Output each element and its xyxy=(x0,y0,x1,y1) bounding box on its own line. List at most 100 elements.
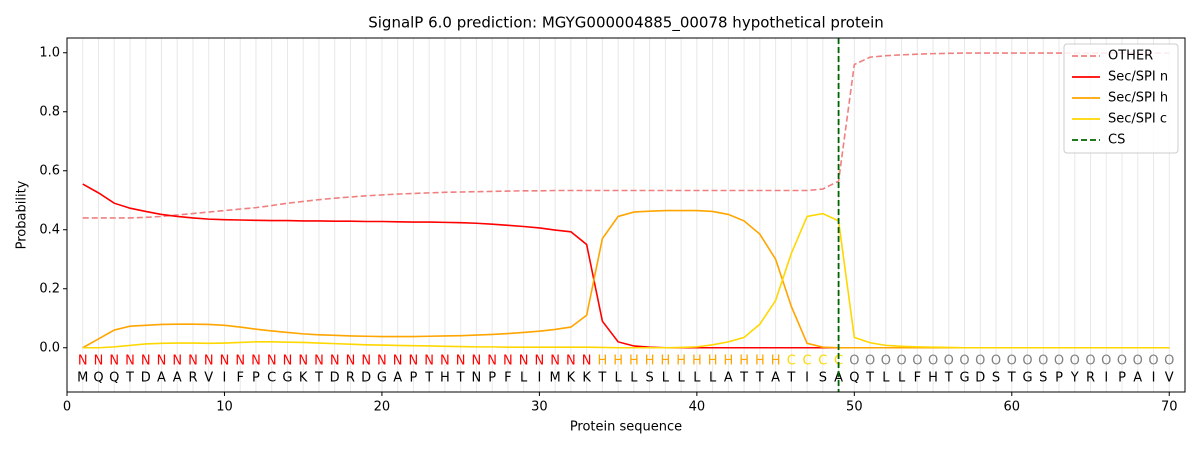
region-label: C xyxy=(834,354,843,369)
residue-label: T xyxy=(739,371,748,386)
region-label: N xyxy=(409,354,419,369)
region-label: N xyxy=(535,354,545,369)
x-tick-label: 70 xyxy=(1161,400,1178,415)
residue-label: L xyxy=(677,371,685,386)
y-tick-label: 0.8 xyxy=(39,104,60,119)
residue-label: R xyxy=(1086,371,1095,386)
residue-label: G xyxy=(282,371,292,386)
region-label: O xyxy=(865,354,875,369)
region-label: O xyxy=(849,354,859,369)
residue-label: I xyxy=(1104,371,1108,386)
residue-label: I xyxy=(537,371,541,386)
residue-label: S xyxy=(819,371,827,386)
residue-label: H xyxy=(440,371,450,386)
region-label: N xyxy=(377,354,387,369)
region-label: O xyxy=(975,354,985,369)
residue-label: A xyxy=(157,371,166,386)
x-tick-label: 10 xyxy=(216,400,233,415)
residue-label: G xyxy=(960,371,970,386)
residue-label: T xyxy=(755,371,764,386)
residue-label: I xyxy=(805,371,809,386)
region-label: O xyxy=(1022,354,1032,369)
plot-frame xyxy=(66,37,1186,393)
legend: OTHER Sec/SPI n Sec/SPI h Sec/SPI c CS xyxy=(1063,43,1179,154)
region-label: N xyxy=(566,354,576,369)
residue-label: M xyxy=(550,371,561,386)
y-tick-label: 0.0 xyxy=(39,340,60,355)
region-label: N xyxy=(550,354,560,369)
residue-label: L xyxy=(630,371,638,386)
region-label: H xyxy=(723,354,733,369)
residue-label: T xyxy=(125,371,134,386)
region-label: N xyxy=(393,354,403,369)
region-label: O xyxy=(1085,354,1095,369)
region-label: H xyxy=(660,354,670,369)
region-label: H xyxy=(645,354,655,369)
region-label: O xyxy=(1164,354,1174,369)
legend-box xyxy=(1063,43,1179,154)
y-tick-label: 0.2 xyxy=(39,281,60,296)
residue-label: C xyxy=(267,371,276,386)
residue-label: L xyxy=(709,371,717,386)
residue-label: T xyxy=(597,371,606,386)
residue-label: L xyxy=(662,371,670,386)
region-label: H xyxy=(692,354,702,369)
region-label: O xyxy=(881,354,891,369)
region-label: N xyxy=(109,354,119,369)
residue-label: Q xyxy=(849,371,859,386)
region-label: H xyxy=(629,354,639,369)
region-label: N xyxy=(298,354,308,369)
region-label: O xyxy=(1038,354,1048,369)
region-label: N xyxy=(251,354,261,369)
series-line xyxy=(82,52,1170,219)
residue-label: M xyxy=(77,371,88,386)
region-label: N xyxy=(330,354,340,369)
residue-label: R xyxy=(346,371,355,386)
region-label: N xyxy=(283,354,293,369)
legend-label: Sec/SPI n xyxy=(1108,70,1168,85)
region-label: C xyxy=(787,354,796,369)
residue-label: H xyxy=(928,371,938,386)
residue-label: A xyxy=(771,371,780,386)
region-label: O xyxy=(944,354,954,369)
legend-label: CS xyxy=(1108,133,1125,148)
region-label: O xyxy=(1148,354,1158,369)
residue-label: R xyxy=(188,371,197,386)
region-label: O xyxy=(991,354,1001,369)
residue-label: P xyxy=(488,371,496,386)
residue-label: T xyxy=(786,371,795,386)
residue-label: Y xyxy=(1070,371,1079,386)
residue-label: F xyxy=(914,371,921,386)
region-label: C xyxy=(803,354,812,369)
residue-label: S xyxy=(1039,371,1047,386)
residue-label: F xyxy=(236,371,243,386)
x-tick-label: 20 xyxy=(374,400,391,415)
region-label: N xyxy=(267,354,277,369)
region-label: N xyxy=(519,354,529,369)
region-label: C xyxy=(818,354,827,369)
residue-label: V xyxy=(204,371,213,386)
region-label: N xyxy=(204,354,214,369)
residue-label: T xyxy=(865,371,874,386)
region-label: O xyxy=(928,354,938,369)
region-label: O xyxy=(1070,354,1080,369)
x-tick-label: 30 xyxy=(531,400,548,415)
residue-label: D xyxy=(975,371,985,386)
residue-label: S xyxy=(645,371,653,386)
region-label: N xyxy=(440,354,450,369)
series-line xyxy=(82,212,1170,349)
region-label: H xyxy=(708,354,718,369)
region-label: H xyxy=(613,354,623,369)
region-label: N xyxy=(125,354,135,369)
residue-label: F xyxy=(504,371,511,386)
region-label: N xyxy=(346,354,356,369)
residue-label: L xyxy=(882,371,890,386)
region-label: O xyxy=(1101,354,1111,369)
residue-label: A xyxy=(393,371,402,386)
residue-label: L xyxy=(898,371,906,386)
residue-label: G xyxy=(377,371,387,386)
residue-label: Q xyxy=(109,371,119,386)
region-label: H xyxy=(755,354,765,369)
region-label: N xyxy=(361,354,371,369)
